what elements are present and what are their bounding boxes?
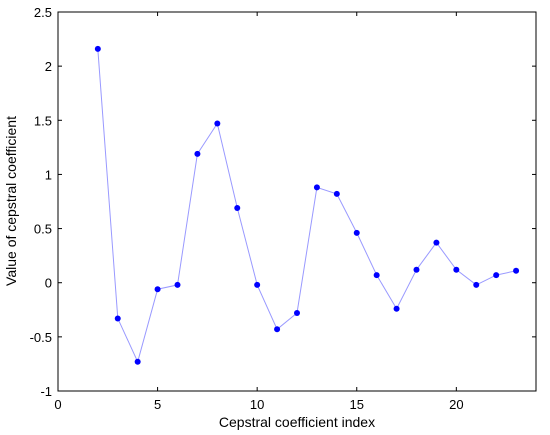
- data-point: [513, 267, 520, 274]
- data-point: [313, 184, 320, 191]
- y-tick-label: -0.5: [30, 330, 52, 345]
- data-point: [433, 239, 440, 246]
- y-axis-label: Value of cepstral coefficient: [3, 116, 19, 286]
- axis-ticks: [57, 11, 536, 392]
- y-tick-label: 0: [45, 276, 52, 291]
- y-tick-label: 2.5: [34, 5, 52, 20]
- data-point: [94, 45, 101, 52]
- data-point: [154, 286, 161, 293]
- data-points: [94, 45, 520, 365]
- series-line: [97, 48, 517, 364]
- x-axis-label: Cepstral coefficient index: [219, 414, 375, 430]
- data-point: [214, 120, 221, 127]
- data-point: [294, 310, 300, 317]
- y-tick-label: -1: [40, 384, 52, 399]
- data-point: [353, 229, 360, 236]
- data-point: [194, 150, 201, 157]
- data-point: [473, 281, 480, 288]
- y-tick-label: 1: [45, 167, 52, 182]
- data-point: [413, 266, 420, 273]
- data-point: [234, 204, 241, 211]
- y-tick-label: 0.5: [34, 222, 52, 237]
- plot-area: [57, 11, 537, 392]
- data-point: [274, 326, 281, 333]
- x-tick-label: 20: [449, 397, 463, 412]
- axis-tick-labels: 0 5 10 15 20 -1 -0.5 0 0.5 1 1.5 2 2.5: [30, 5, 464, 412]
- data-point: [174, 281, 181, 288]
- data-point: [114, 315, 121, 322]
- data-point: [453, 266, 460, 273]
- data-point: [493, 272, 500, 279]
- data-point: [333, 190, 340, 197]
- x-tick-label: 15: [350, 397, 364, 412]
- data-point: [254, 281, 261, 288]
- data-point: [373, 272, 380, 279]
- data-point: [393, 305, 400, 312]
- data-point: [134, 358, 141, 365]
- x-tick-label: 10: [250, 397, 264, 412]
- x-tick-label: 5: [154, 397, 161, 412]
- y-tick-label: 2: [45, 59, 52, 74]
- x-tick-label: 0: [54, 397, 61, 412]
- y-tick-label: 1.5: [34, 113, 52, 128]
